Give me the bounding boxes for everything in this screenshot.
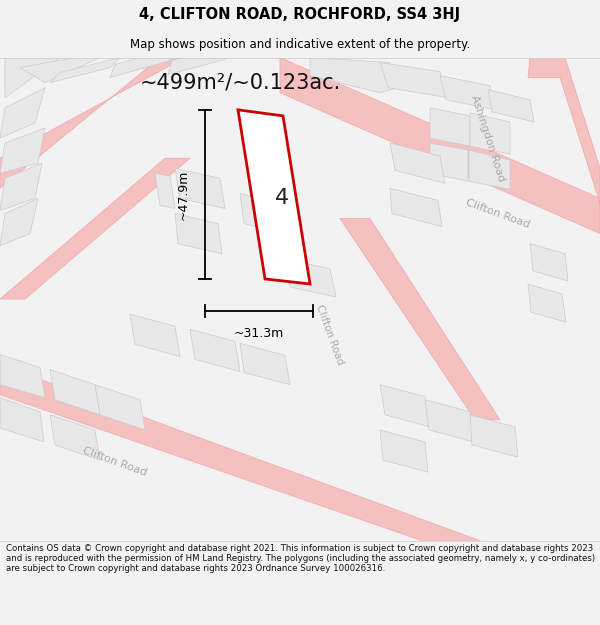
Polygon shape	[0, 198, 38, 246]
Polygon shape	[470, 113, 510, 154]
Polygon shape	[470, 415, 518, 457]
Text: ~499m²/~0.123ac.: ~499m²/~0.123ac.	[139, 72, 341, 92]
Polygon shape	[528, 284, 566, 322]
Polygon shape	[20, 58, 100, 82]
Polygon shape	[310, 58, 398, 92]
Polygon shape	[440, 76, 496, 110]
Polygon shape	[95, 384, 145, 430]
Polygon shape	[240, 193, 290, 236]
Polygon shape	[0, 158, 190, 299]
Text: Clifton Road: Clifton Road	[82, 446, 148, 478]
Text: 4, CLIFTON ROAD, ROCHFORD, SS4 3HJ: 4, CLIFTON ROAD, ROCHFORD, SS4 3HJ	[139, 7, 461, 22]
Polygon shape	[130, 314, 180, 356]
Polygon shape	[488, 90, 534, 122]
Polygon shape	[340, 219, 500, 420]
Polygon shape	[425, 400, 474, 442]
Polygon shape	[175, 168, 225, 209]
Polygon shape	[390, 188, 442, 227]
Polygon shape	[0, 163, 42, 211]
Polygon shape	[430, 108, 470, 146]
Polygon shape	[0, 398, 44, 442]
Polygon shape	[175, 214, 222, 254]
Polygon shape	[380, 384, 430, 427]
Text: Contains OS data © Crown copyright and database right 2021. This information is : Contains OS data © Crown copyright and d…	[6, 544, 595, 573]
Text: Clifton Road: Clifton Road	[314, 302, 346, 366]
Polygon shape	[50, 58, 120, 82]
Polygon shape	[50, 415, 100, 460]
Text: Map shows position and indicative extent of the property.: Map shows position and indicative extent…	[130, 38, 470, 51]
Polygon shape	[380, 62, 448, 98]
Polygon shape	[0, 354, 45, 398]
Polygon shape	[430, 143, 468, 181]
Polygon shape	[280, 58, 600, 234]
Polygon shape	[155, 173, 175, 209]
Text: ~47.9m: ~47.9m	[176, 169, 190, 219]
Polygon shape	[0, 58, 185, 188]
Polygon shape	[0, 88, 45, 138]
Polygon shape	[0, 364, 480, 561]
Polygon shape	[50, 369, 100, 415]
Polygon shape	[190, 329, 240, 371]
Polygon shape	[110, 48, 175, 78]
Text: 4: 4	[275, 188, 289, 208]
Polygon shape	[528, 58, 600, 204]
Polygon shape	[168, 46, 228, 74]
Polygon shape	[0, 128, 45, 173]
Text: Ashingdon Road: Ashingdon Road	[469, 94, 507, 182]
Polygon shape	[469, 150, 510, 189]
Text: ~31.3m: ~31.3m	[234, 327, 284, 340]
Polygon shape	[285, 259, 336, 297]
Polygon shape	[238, 110, 310, 284]
Polygon shape	[530, 244, 568, 281]
Polygon shape	[380, 430, 428, 472]
Text: Clifton Road: Clifton Road	[464, 198, 532, 230]
Polygon shape	[5, 58, 60, 98]
Polygon shape	[390, 143, 445, 183]
Polygon shape	[240, 343, 290, 384]
